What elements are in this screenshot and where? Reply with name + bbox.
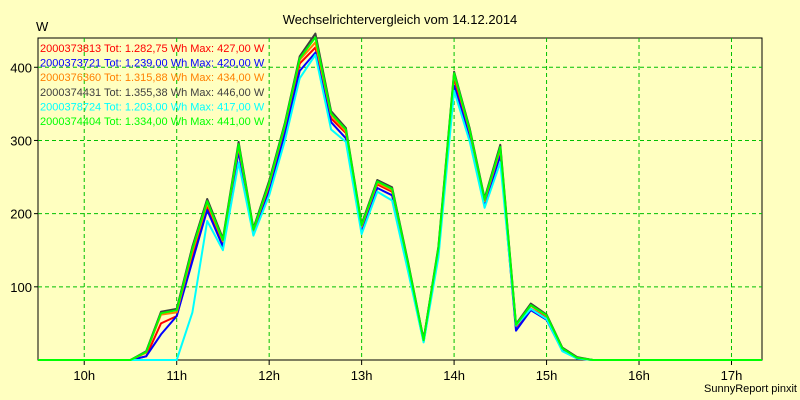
y-tick-label: 400 [10, 60, 32, 75]
x-tick-label: 12h [258, 368, 280, 383]
legend-entry: 2000378724 Tot: 1.203,00 Wh Max: 417,00 … [40, 101, 265, 113]
legend-entry: 2000374431 Tot: 1.355,38 Wh Max: 446,00 … [40, 87, 265, 99]
y-tick-label: 100 [10, 280, 32, 295]
grid [38, 38, 762, 360]
legend-entry: 2000373721 Tot: 1.239,00 Wh Max: 420,00 … [40, 58, 265, 70]
x-tick-label: 13h [351, 368, 373, 383]
y-axis-unit-label: W [36, 19, 49, 34]
legend-entry: 2000376360 Tot: 1.315,88 Wh Max: 434,00 … [40, 72, 265, 84]
x-tick-label: 17h [721, 368, 743, 383]
legend: 2000373813 Tot: 1.282,75 Wh Max: 427,00 … [40, 43, 265, 128]
legend-entry: 2000373813 Tot: 1.282,75 Wh Max: 427,00 … [40, 43, 265, 55]
x-tick-label: 10h [73, 368, 95, 383]
x-tick-label: 11h [166, 368, 187, 383]
series-line-5 [38, 36, 762, 361]
credit-text: SunnyReport pinxit [704, 383, 797, 395]
axes: 100 200 300 400 10h 11h 12h 13h 14h 15h 16h 17h [10, 60, 742, 383]
y-tick-label: 200 [10, 207, 32, 222]
legend-entry: 2000374404 Tot: 1.334,00 Wh Max: 441,00 … [40, 116, 265, 128]
series-lines [38, 32, 762, 361]
x-tick-label: 14h [443, 368, 465, 383]
x-tick-label: 16h [628, 368, 650, 383]
y-tick-label: 300 [10, 133, 32, 148]
plot-area [37, 37, 763, 361]
chart-title: Wechselrichtervergleich vom 14.12.2014 [283, 12, 518, 27]
x-tick-label: 15h [536, 368, 558, 383]
